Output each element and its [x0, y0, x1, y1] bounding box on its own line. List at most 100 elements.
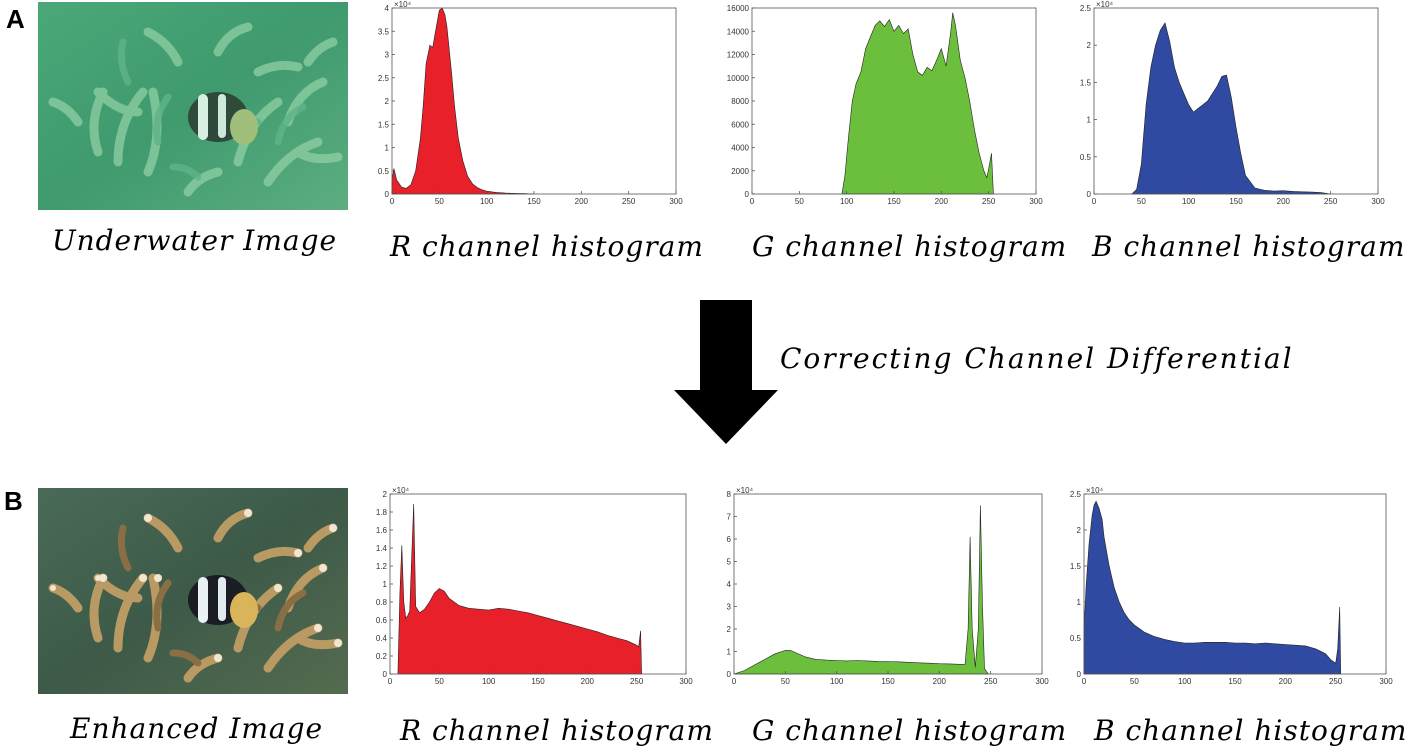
y-tick-label: 0.8	[376, 598, 388, 607]
y-tick-label: 1.5	[1080, 78, 1092, 87]
histogram-b-b: 0 50 100 150 200 250 300 0 0.5 1 1.5 2 2.5 ×10⁴	[1062, 486, 1393, 688]
x-tick-label: 250	[622, 197, 636, 206]
y-tick-label: 5	[727, 558, 732, 567]
y-tick-label: 12000	[727, 51, 750, 60]
x-tick-label: 200	[933, 677, 947, 686]
y-tick-label: 1	[1077, 598, 1082, 607]
x-tick-label: 100	[1182, 197, 1196, 206]
hist-title-b-b: B channel histogram	[1094, 714, 1408, 747]
x-tick-label: 50	[1130, 677, 1139, 686]
x-tick-label: 150	[1229, 197, 1243, 206]
x-tick-label: 0	[390, 197, 395, 206]
histogram-a-r: 0 50 100 150 200 250 300 0 0.5 1 1.5 2 2.5 3 3.5 4 ×10⁴	[370, 0, 683, 208]
histogram-area	[391, 7, 535, 195]
x-tick-label: 0	[732, 677, 737, 686]
y-tick-label: 3.5	[378, 27, 390, 36]
histogram-svg: 0 50 100 150 200 250 300 0 1 2 3 4 5 6 7 8 ×10⁴	[727, 486, 1050, 686]
hist-title-b-r: R channel histogram	[400, 714, 714, 747]
x-tick-label: 100	[480, 197, 494, 206]
x-tick-label: 50	[435, 677, 444, 686]
y-tick-label: 0	[385, 190, 390, 199]
y-tick-label: 1.8	[376, 508, 388, 517]
histogram-svg: 0 50 100 150 200 250 300 0 2000 4000 6000 8000 10000…	[727, 4, 1043, 206]
y-tick-label: 1	[385, 144, 390, 153]
histogram-area	[841, 12, 994, 195]
y-tick-label: 8000	[731, 97, 749, 106]
x-tick-label: 300	[679, 677, 693, 686]
y-exponent-label: ×10⁴	[1096, 0, 1114, 9]
x-tick-label: 50	[435, 197, 444, 206]
enhanced-image-caption: Enhanced Image	[70, 712, 324, 745]
x-tick-label: 250	[982, 197, 996, 206]
y-tick-label: 2	[1077, 526, 1082, 535]
y-tick-label: 0.5	[1080, 153, 1092, 162]
y-tick-label: 1.2	[376, 562, 388, 571]
x-tick-label: 150	[887, 197, 901, 206]
histogram-b-r: 0 50 100 150 200 250 300 0 0.2 0.4 0.6 0.8 1 1.2 1.4 1.…	[368, 486, 693, 688]
enhanced-photo	[38, 488, 348, 694]
panel-label-a: A	[6, 4, 25, 34]
x-tick-label: 200	[935, 197, 949, 206]
x-tick-label: 100	[830, 677, 844, 686]
x-tick-label: 50	[1137, 197, 1146, 206]
y-tick-label: 2.5	[1070, 490, 1082, 499]
x-tick-label: 150	[527, 197, 541, 206]
y-tick-label: 0	[745, 190, 750, 199]
underwater-image-caption: Underwater Image	[52, 224, 338, 257]
x-tick-label: 250	[984, 677, 998, 686]
y-tick-label: 1.5	[1070, 562, 1082, 571]
y-tick-label: 4	[727, 580, 732, 589]
y-tick-label: 2000	[731, 167, 749, 176]
y-tick-label: 16000	[727, 4, 750, 13]
y-tick-label: 6	[727, 535, 732, 544]
x-tick-label: 200	[575, 197, 589, 206]
y-tick-label: 0.6	[376, 616, 388, 625]
hist-title-a-r: R channel histogram	[390, 230, 704, 263]
y-tick-label: 2	[385, 97, 390, 106]
y-tick-label: 3	[727, 603, 732, 612]
y-tick-label: 1	[727, 648, 732, 657]
y-tick-label: 0	[727, 670, 732, 679]
y-tick-label: 0	[1087, 190, 1092, 199]
y-tick-label: 1.4	[376, 544, 388, 553]
histogram-area	[733, 505, 990, 675]
y-tick-label: 2	[383, 490, 388, 499]
y-tick-label: 14000	[727, 27, 750, 36]
histogram-svg: 0 50 100 150 200 250 300 0 0.5 1 1.5 2 2.5 ×10⁴	[1070, 486, 1393, 686]
y-exponent-label: ×10⁴	[1086, 486, 1104, 495]
x-tick-label: 100	[1178, 677, 1192, 686]
x-tick-label: 0	[1082, 677, 1087, 686]
x-tick-label: 300	[1371, 197, 1385, 206]
y-tick-label: 10000	[727, 74, 750, 83]
flow-label: Correcting Channel Differential	[780, 342, 1294, 375]
x-tick-label: 0	[1092, 197, 1097, 206]
y-exponent-label: ×10⁴	[392, 486, 410, 495]
y-tick-label: 3	[385, 51, 390, 60]
x-tick-label: 250	[1329, 677, 1343, 686]
x-tick-label: 100	[840, 197, 854, 206]
y-tick-label: 1	[1087, 116, 1092, 125]
histogram-svg: 0 50 100 150 200 250 300 0 0.5 1 1.5 2 2.5 3 3.5 4 ×10⁴	[378, 0, 683, 206]
x-tick-label: 200	[1277, 197, 1291, 206]
y-tick-label: 1.6	[376, 526, 388, 535]
y-tick-label: 1	[383, 580, 388, 589]
y-tick-label: 0	[1077, 670, 1082, 679]
y-tick-label: 7	[727, 513, 732, 522]
y-tick-label: 1.5	[378, 120, 390, 129]
y-tick-label: 2	[727, 625, 732, 634]
histogram-area	[397, 503, 642, 675]
x-tick-label: 50	[781, 677, 790, 686]
x-tick-label: 50	[795, 197, 804, 206]
x-tick-label: 200	[581, 677, 595, 686]
y-tick-label: 4	[385, 4, 390, 13]
y-tick-label: 2.5	[378, 74, 390, 83]
x-tick-label: 300	[1035, 677, 1049, 686]
hist-title-a-b: B channel histogram	[1092, 230, 1406, 263]
x-tick-label: 250	[1324, 197, 1338, 206]
underwater-photo	[38, 2, 348, 210]
histogram-area	[1131, 22, 1331, 195]
histogram-a-b: 0 50 100 150 200 250 300 0 0.5 1 1.5 2 2.5 ×10⁴	[1072, 0, 1385, 208]
x-tick-label: 300	[1379, 677, 1393, 686]
plot-frame	[733, 493, 1043, 675]
x-tick-label: 200	[1279, 677, 1293, 686]
